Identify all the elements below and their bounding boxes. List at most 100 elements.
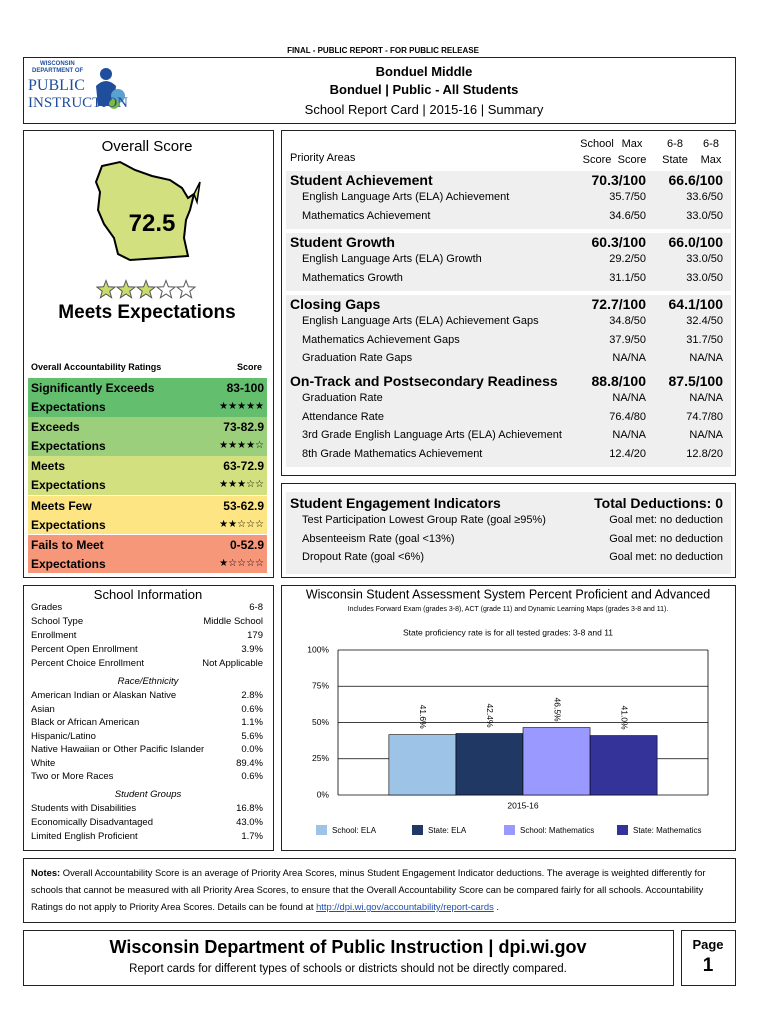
info-value: 6-8 xyxy=(249,602,263,613)
school-info-title: School Information xyxy=(93,587,203,602)
bar xyxy=(522,727,591,796)
section-score: 72.7/100 xyxy=(591,296,647,312)
section-name: Student Growth xyxy=(290,234,395,250)
info-label: White xyxy=(31,757,56,769)
item-state: NA/NA xyxy=(689,392,723,404)
item-score: 35.7/50 xyxy=(609,191,646,203)
table-header: Score xyxy=(236,362,262,372)
item-label: Mathematics Achievement xyxy=(302,209,431,222)
item-label: English Language Arts (ELA) Achievement … xyxy=(302,315,539,327)
legend-swatch xyxy=(412,825,423,835)
engagement-label: Absenteeism Rate (goal <13%) xyxy=(302,532,455,545)
section-state: 66.6/100 xyxy=(668,172,724,188)
legend-swatch xyxy=(316,825,327,835)
star xyxy=(96,279,117,299)
chart: Wisconsin Student Assessment System Perc… xyxy=(306,587,710,835)
x-tick-label: 2015-16 xyxy=(507,800,538,810)
header-box xyxy=(23,57,736,124)
chart-box xyxy=(281,585,736,851)
section-name: On-Track and Postsecondary Readiness xyxy=(290,373,558,389)
info-heading: Student Groups xyxy=(114,789,182,800)
rating-row xyxy=(28,417,267,456)
info-label: Enrollment xyxy=(31,630,77,641)
item-score: 37.9/50 xyxy=(609,333,646,346)
info-label: Limited English Proficient xyxy=(31,830,138,842)
item-label: Mathematics Growth xyxy=(302,271,403,284)
star xyxy=(155,279,177,299)
notes-link[interactable]: http://dpi.wi.gov/accountability/report-… xyxy=(316,901,494,912)
legend-swatch xyxy=(617,825,628,835)
info-value: Middle School xyxy=(203,616,263,627)
info-value: 43.0% xyxy=(236,816,263,828)
info-value: 5.6% xyxy=(241,730,263,742)
item-score: 12.4/20 xyxy=(609,447,646,460)
chart-note: State proficiency rate is for all tested… xyxy=(403,627,613,637)
bar xyxy=(455,733,524,796)
item-label: English Language Arts (ELA) Growth xyxy=(302,253,482,265)
item-state: 31.7/50 xyxy=(686,333,723,346)
info-label: Black or African American xyxy=(31,717,140,728)
rating-name: Expectations xyxy=(31,517,106,532)
value-label: 46.5% xyxy=(552,698,562,723)
star xyxy=(175,279,197,299)
item-state: NA/NA xyxy=(689,352,723,364)
info-label: Two or More Races xyxy=(31,771,114,782)
logo-text: DEPARTMENT OF xyxy=(32,68,84,74)
item-label: Graduation Rate xyxy=(302,392,383,404)
rating-name: Fails to Meet xyxy=(31,537,104,552)
rating-name: Expectations xyxy=(31,439,106,454)
info-label: Asian xyxy=(31,703,55,715)
section-state: 66.0/100 xyxy=(668,234,724,250)
wisconsin-map xyxy=(94,160,201,262)
release-note: FINAL - PUBLIC REPORT - FOR PUBLIC RELEA… xyxy=(287,46,479,55)
item-score: NA/NA xyxy=(612,352,646,364)
overall-box xyxy=(23,130,274,578)
rating-range: 53-62.9 xyxy=(223,498,264,513)
column-header: Score xyxy=(582,154,612,166)
logo-text: INSTRUCTION xyxy=(28,95,128,111)
legend-label: State: Mathematics xyxy=(633,826,701,835)
rating-name: Significantly Exceeds xyxy=(31,381,155,395)
rating-name: Meets Few xyxy=(31,498,92,513)
engagement-title: Student Engagement Indicators xyxy=(290,495,501,511)
engagement-result: Goal met: no deduction xyxy=(609,551,723,563)
school-name: Bonduel Middle xyxy=(375,64,473,79)
item-state: 33.6/50 xyxy=(686,191,723,203)
info-label: Hispanic/Latino xyxy=(31,730,96,742)
info-value: 3.9% xyxy=(241,644,263,655)
item-score: NA/NA xyxy=(612,429,646,441)
info-value: 0.0% xyxy=(241,744,263,755)
footer-box xyxy=(23,930,674,986)
engagement-result: Goal met: no deduction xyxy=(609,514,723,526)
info-label: Native Hawaiian or Other Pacific Islande… xyxy=(31,744,205,755)
logo-icon xyxy=(96,68,125,109)
info-value: 1.1% xyxy=(241,717,263,728)
rating-row xyxy=(28,378,267,417)
engagement-label: Dropout Rate (goal <6%) xyxy=(302,551,424,563)
item-label: 8th Grade Mathematics Achievement xyxy=(302,447,483,460)
y-tick-label: 75% xyxy=(312,681,329,691)
column-header: State xyxy=(662,154,688,166)
rating-name: Meets xyxy=(31,459,66,474)
footer-subtitle: Report cards for different types of scho… xyxy=(129,963,567,975)
logo-text: WISCONSIN xyxy=(40,61,75,67)
item-state: 33.0/50 xyxy=(686,209,723,222)
school-info-box xyxy=(23,585,274,851)
priority-box xyxy=(281,130,736,476)
section-band xyxy=(286,372,731,467)
item-score: 34.8/50 xyxy=(609,315,646,327)
legend-label: State: ELA xyxy=(428,826,467,835)
notes: Notes: Overall Accountability Score is a… xyxy=(31,864,733,915)
y-tick-label: 100% xyxy=(307,644,329,654)
info-label: School Type xyxy=(31,616,84,627)
column-header: School xyxy=(580,138,614,150)
item-label: English Language Arts (ELA) Achievement xyxy=(302,191,510,203)
notes-box xyxy=(23,858,736,923)
info-value: Not Applicable xyxy=(202,658,263,669)
rating-range: 63-72.9 xyxy=(223,459,264,474)
total-deductions: Total Deductions: 0 xyxy=(594,495,723,511)
engagement-band xyxy=(286,492,731,574)
item-label: 3rd Grade English Language Arts (ELA) Ac… xyxy=(302,429,562,441)
section-score: 60.3/100 xyxy=(591,234,647,250)
